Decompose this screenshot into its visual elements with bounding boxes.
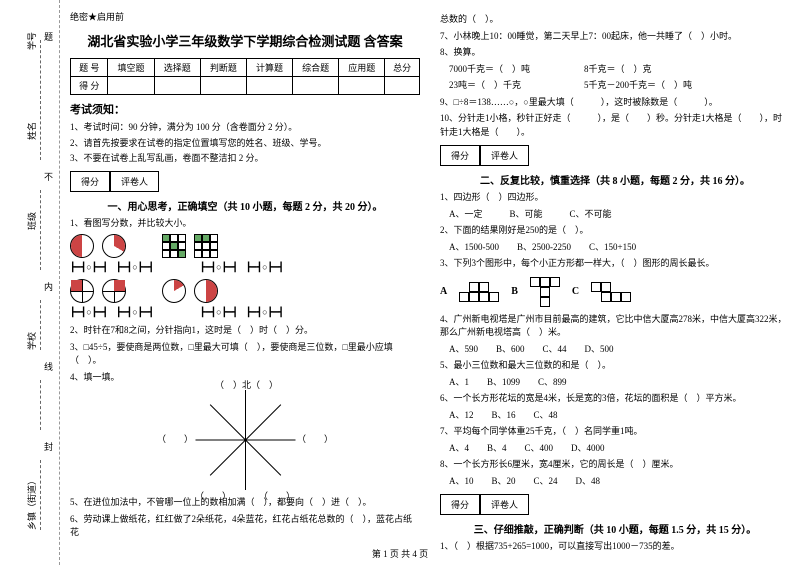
exam-title: 湖北省实验小学三年级数学下学期综合检测试题 含答案 (70, 31, 420, 50)
bind-xian: 线 (44, 360, 53, 373)
q2-4o: A、590 B、600 C、44 D、500 (440, 343, 790, 357)
grid-shape-1 (162, 234, 186, 258)
dash-1 (40, 40, 41, 160)
bind-ti: 题 (44, 30, 53, 43)
dash-2 (40, 190, 41, 270)
bind-class: 班级 (25, 212, 38, 230)
notice-title: 考试须知： (70, 101, 420, 117)
bind-school: 学校 (25, 332, 38, 350)
q1-8b: 23吨＝（ ）千克 5千克－200千克＝（ ）吨 (440, 79, 790, 93)
score-box-3: 得分 评卷人 (440, 494, 790, 515)
right-column: 总数的（ ）。 7、小林晚上10：00睡觉，第二天早上7：00起床，他一共睡了（… (440, 10, 790, 557)
poly-b-label: B (511, 286, 518, 297)
q2-7o: A、4 B、4 C、400 D、4000 (440, 442, 790, 456)
grid-shape-2 (194, 234, 218, 258)
left-column: 绝密★启用前 湖北省实验小学三年级数学下学期综合检测试题 含答案 题 号 填空题… (70, 10, 420, 557)
circle-quarter2-icon (102, 279, 126, 303)
q1-7: 7、小林晚上10：00睡觉，第二天早上7：00起床，他一共睡了（ ）小时。 (440, 30, 790, 44)
circle-third-icon (102, 234, 126, 258)
circle-sixth-icon (162, 279, 186, 303)
poly-a-icon (459, 282, 499, 302)
bind-nei: 内 (44, 280, 53, 293)
q1-2: 2、时针在7和8之间，分针指向1，这时是（ ）时（ ）分。 (70, 324, 420, 338)
score-box-1: 得分 评卷人 (70, 171, 420, 192)
q1-10: 10、分针走1小格，秒针正好走（ ），是（ ）秒。分针走1大格是（ ），时针走1… (440, 112, 790, 139)
q2-8: 8、一个长方形长6厘米，宽4厘米，它的周长是（ ）厘米。 (440, 458, 790, 472)
q2-2o: A、1500-500 B、2500-2250 C、150+150 (440, 241, 790, 255)
q2-8o: A、10 B、20 C、24 D、48 (440, 475, 790, 489)
table-row: 得 分 (71, 77, 420, 95)
shapes-row-1 (70, 234, 420, 258)
score-table: 题 号 填空题 选择题 判断题 计算题 综合题 应用题 总分 得 分 (70, 58, 420, 95)
bracket-row-2: ┣━┫○┣━┫┣━┫○┣━┫┣━┫○┣━┫┣━┫○┣━┫ (70, 307, 420, 318)
circle-sixth2-icon (194, 279, 218, 303)
bind-xuehao: 学号 (25, 32, 38, 50)
circle-quarter-icon (70, 279, 94, 303)
q2-5: 5、最小三位数和最大三位数的和是（ ）。 (440, 359, 790, 373)
q1-3: 3、□45÷5，要使商是两位数，□里最大可填（ ），要使商是三位数，□里最小应填… (70, 341, 420, 368)
q1-9: 9、□÷8＝138……○，○里最大填（ ），这时被除数是（ ）。 (440, 96, 790, 110)
q1-8a: 7000千克＝（ ）吨 8千克＝（ ）克 (440, 63, 790, 77)
q2-4: 4、广州新电视塔是广州市目前最高的建筑，它比中信大厦高278米，中信大厦高322… (440, 313, 790, 340)
dash-4 (40, 380, 41, 430)
page-footer: 第 1 页 共 4 页 (0, 547, 800, 560)
section-1: 一、用心思考，正确填空（共 10 小题，每题 2 分，共 20 分）。 (70, 198, 420, 213)
secret-label: 绝密★启用前 (70, 10, 420, 23)
bracket-row-1: ┣━┫○┣━┫┣━┫○┣━┫┣━┫○┣━┫┣━┫○┣━┫ (70, 262, 420, 273)
page-content: 绝密★启用前 湖北省实验小学三年级数学下学期综合检测试题 含答案 题 号 填空题… (70, 10, 790, 557)
q2-3: 3、下列3个图形中，每个小正方形都一样大，（ ）图形的周长最长。 (440, 257, 790, 271)
q2-5o: A、1 B、1099 C、899 (440, 376, 790, 390)
q2-6: 6、一个长方形花坛的宽是4米，长是宽的3倍，花坛的面积是（ ）平方米。 (440, 392, 790, 406)
notice-1: 1、考试时间：90 分钟，满分为 100 分（含卷面分 2 分）。 (70, 121, 420, 134)
notice-2: 2、请首先按要求在试卷的指定位置填写您的姓名、班级、学号。 (70, 137, 420, 150)
section-2: 二、反复比较，慎重选择（共 8 小题，每题 2 分，共 16 分）。 (440, 172, 790, 187)
polyomino-row: A B C (440, 277, 790, 307)
q2-1: 1、四边形（ ）四边形。 (440, 191, 790, 205)
compass-diagram: （ ）北（ ） （ ） （ ） （ ） （ ） (185, 390, 305, 490)
bind-town: 乡镇（街道） (25, 476, 38, 530)
q2-6o: A、12 B、16 C、48 (440, 409, 790, 423)
poly-a-label: A (440, 286, 447, 297)
poly-c-icon (591, 282, 631, 302)
bind-name: 姓名 (25, 122, 38, 140)
q1-8: 8、换算。 (440, 46, 790, 60)
dash-3 (40, 300, 41, 350)
dash-5 (40, 460, 41, 530)
q2-1o: A、一定 B、可能 C、不可能 (440, 208, 790, 222)
circle-half-icon (70, 234, 94, 258)
notice-3: 3、不要在试卷上乱写乱画，卷面不整洁扣 2 分。 (70, 152, 420, 165)
q1-6b: 总数的（ ）。 (440, 13, 790, 27)
bind-feng: 封 (44, 440, 53, 453)
score-box-2: 得分 评卷人 (440, 145, 790, 166)
q2-7: 7、平均每个同学体重25千克，（ ）名同学重1吨。 (440, 425, 790, 439)
bind-bu: 不 (44, 170, 53, 183)
q1-6: 6、劳动课上做纸花，红红做了2朵纸花，4朵蓝花，红花占纸花总数的（ ），蓝花占纸… (70, 513, 420, 540)
q1-1: 1、看图写分数，并比较大小。 (70, 217, 420, 231)
poly-c-label: C (572, 286, 579, 297)
binding-column: 学号 姓名 班级 学校 乡镇（街道） 题 不 内 线 封 (0, 0, 60, 565)
shapes-row-2 (70, 279, 420, 303)
q1-5: 5、在进位加法中，不管哪一位上的数相加满（ ），都要向（ ）进（ ）。 (70, 496, 420, 510)
q2-2: 2、下面的结果刚好是250的是（ ）。 (440, 224, 790, 238)
section-3: 三、仔细推敲，正确判断（共 10 小题，每题 1.5 分，共 15 分）。 (440, 521, 790, 536)
table-row: 题 号 填空题 选择题 判断题 计算题 综合题 应用题 总分 (71, 59, 420, 77)
poly-b-icon (530, 277, 560, 307)
